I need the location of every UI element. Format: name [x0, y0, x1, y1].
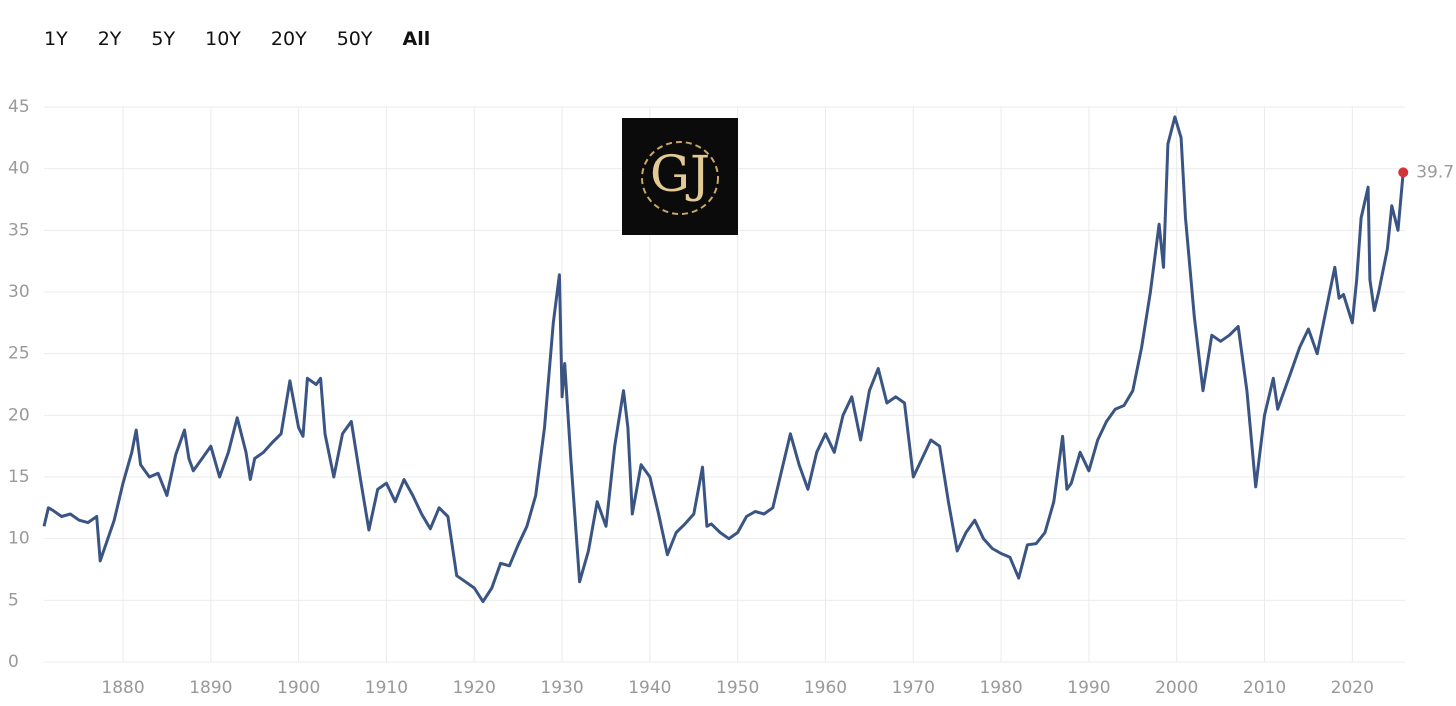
- x-tick-label: 1990: [1067, 678, 1110, 698]
- y-tick-label: 0: [8, 652, 19, 672]
- x-tick-label: 1980: [979, 678, 1022, 698]
- range-button[interactable]: All: [402, 28, 431, 50]
- x-tick-label: 1920: [453, 678, 496, 698]
- x-tick-label: 1900: [277, 678, 320, 698]
- x-tick-label: 2010: [1243, 678, 1286, 698]
- y-tick-label: 20: [8, 405, 30, 425]
- y-tick-label: 15: [8, 467, 30, 487]
- range-button[interactable]: 20Y: [270, 28, 307, 50]
- last-point: [1398, 167, 1409, 178]
- x-tick-label: 1890: [189, 678, 232, 698]
- x-tick-label: 1930: [540, 678, 583, 698]
- logo-text: GJ: [650, 145, 710, 203]
- range-button[interactable]: 1Y: [44, 28, 68, 50]
- line: [42, 115, 1405, 604]
- range-button[interactable]: 50Y: [336, 28, 373, 50]
- x-tick-label: 2000: [1155, 678, 1198, 698]
- y-tick-label: 30: [8, 282, 30, 302]
- logo-wreath: [641, 141, 719, 215]
- range-button[interactable]: 10Y: [205, 28, 241, 50]
- x-tick-label: 1940: [628, 678, 671, 698]
- x-tick-label: 1970: [892, 678, 935, 698]
- x-tick-label: 1950: [716, 678, 759, 698]
- y-tick-label: 10: [8, 529, 30, 549]
- y-tick-label: 35: [8, 220, 30, 240]
- last-value-label: 39.7: [1416, 162, 1454, 182]
- x-tick-label: 1960: [804, 678, 847, 698]
- y-tick-label: 25: [8, 344, 30, 364]
- x-tick-label: 1910: [365, 678, 408, 698]
- x-tick-label: 1880: [101, 678, 144, 698]
- range-button[interactable]: 5Y: [151, 28, 176, 50]
- range-selector: 1Y 2Y 5Y 10Y 20Y 50Y All: [44, 28, 460, 50]
- y-tick-label: 40: [8, 159, 30, 179]
- y-tick-label: 45: [8, 97, 30, 117]
- x-tick-label: 2020: [1331, 678, 1374, 698]
- range-button[interactable]: 2Y: [97, 28, 122, 50]
- y-tick-label: 5: [8, 590, 19, 610]
